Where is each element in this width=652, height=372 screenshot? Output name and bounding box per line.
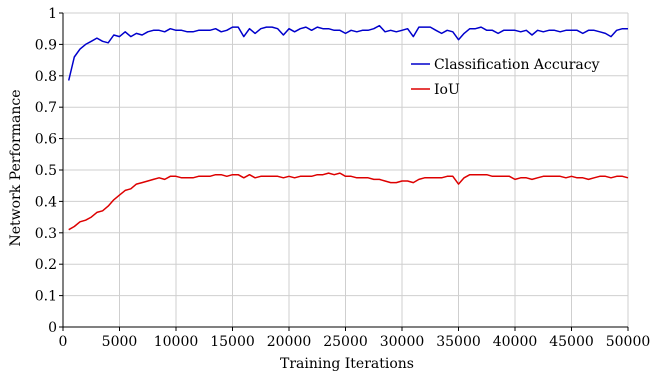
y-tick-label: 0.9 [35, 37, 57, 53]
y-tick-label: 0 [48, 320, 57, 336]
series-line-iou [68, 172, 629, 231]
legend-label-classification-accuracy: Classification Accuracy [434, 57, 600, 73]
x-tick-label: 5000 [102, 334, 138, 350]
x-tick-label: 35000 [436, 334, 481, 350]
x-tick-label: 20000 [267, 334, 312, 350]
y-tick-labels: 0 0.1 0.2 0.3 0.4 0.5 0.6 0.7 0.8 0.9 1 [35, 6, 57, 336]
x-tick-label: 15000 [210, 334, 255, 350]
x-tick-label: 0 [59, 334, 68, 350]
axes [59, 12, 629, 331]
y-tick-label: 0.5 [35, 163, 57, 179]
series-line-classification-accuracy [67, 24, 628, 81]
x-tick-label: 10000 [154, 334, 199, 350]
y-tick-label: 0.6 [35, 132, 57, 148]
x-tick-labels: 0 5000 10000 15000 20000 25000 30000 35000 40000… [59, 334, 651, 350]
x-axis-title: Training Iterations [280, 356, 414, 372]
y-tick-label: 0.1 [35, 289, 57, 305]
y-tick-label: 0.8 [35, 69, 57, 85]
legend-label-iou: IoU [434, 82, 460, 98]
x-tick-label: 50000 [606, 334, 651, 350]
x-tick-label: 45000 [549, 334, 594, 350]
series-lines [67, 24, 629, 231]
grid [63, 12, 629, 327]
y-tick-label: 1 [48, 6, 57, 22]
y-tick-label: 0.4 [35, 194, 57, 210]
y-tick-label: 0.3 [35, 226, 57, 242]
y-axis-title: Network Performance [8, 89, 24, 246]
y-tick-label: 0.2 [35, 257, 57, 273]
x-tick-label: 40000 [493, 334, 538, 350]
x-tick-label: 30000 [380, 334, 425, 350]
y-tick-label: 0.7 [35, 100, 57, 116]
x-tick-label: 25000 [323, 334, 368, 350]
legend: Classification Accuracy IoU [411, 57, 600, 98]
